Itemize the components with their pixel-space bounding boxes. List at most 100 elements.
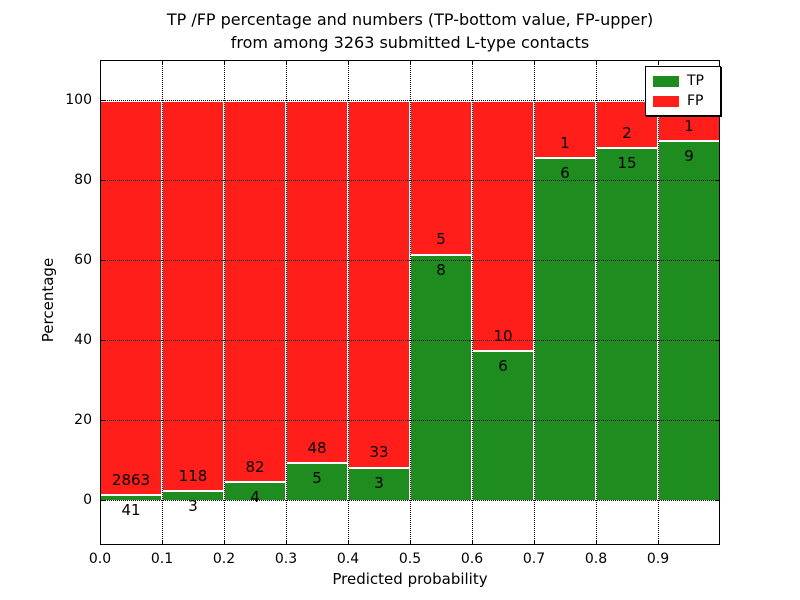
y-axis-label: Percentage <box>39 257 57 343</box>
x-tick-label: 0.4 <box>336 551 360 567</box>
gridline-horizontal <box>100 260 720 261</box>
tp-bar-segment <box>534 157 596 500</box>
tick-mark <box>472 540 473 545</box>
fp-bar-segment <box>100 100 162 495</box>
tick-mark <box>658 60 659 65</box>
x-tick-label: 0.3 <box>274 551 298 567</box>
plot-area: 2863 41 118 3 82 4 48 5 33 3 5 8 10 6 1 6 2 15 1 9 <box>100 60 720 545</box>
tick-mark <box>534 60 535 65</box>
fp-swatch-icon <box>653 95 679 107</box>
tick-mark <box>596 60 597 65</box>
fp-count-label: 48 <box>307 438 327 457</box>
gridline-vertical <box>472 60 473 545</box>
gridline-horizontal <box>100 100 720 101</box>
y-tick-label: 60 <box>74 252 92 268</box>
tick-mark <box>162 60 163 65</box>
tick-mark <box>715 260 720 261</box>
gridline-horizontal <box>100 340 720 341</box>
legend-entry-tp: TP <box>653 74 704 88</box>
gridline-horizontal <box>100 420 720 421</box>
x-tick-label: 0.8 <box>584 551 608 567</box>
tp-count-label: 9 <box>684 147 694 165</box>
tick-mark <box>534 540 535 545</box>
legend-label-fp: FP <box>687 93 704 109</box>
tick-mark <box>286 60 287 65</box>
x-tick-label: 0.6 <box>460 551 484 567</box>
fp-count-label: 2 <box>622 123 632 142</box>
tp-bar-segment <box>348 466 410 500</box>
fp-count-label: 33 <box>369 443 389 462</box>
fp-count-label: 10 <box>493 326 513 345</box>
gridline-vertical <box>658 60 659 545</box>
tick-mark <box>100 100 105 101</box>
legend: TP FP <box>645 66 721 116</box>
tp-swatch-icon <box>653 75 679 87</box>
tick-mark <box>100 60 101 65</box>
fp-bar-segment <box>348 100 410 467</box>
tick-mark <box>100 500 105 501</box>
x-tick-label: 0.9 <box>646 551 670 567</box>
tick-mark <box>100 260 105 261</box>
fp-count-label: 5 <box>436 230 446 249</box>
tp-bar-segment <box>410 253 472 500</box>
tp-count-label: 3 <box>374 473 384 492</box>
tick-mark <box>410 60 411 65</box>
tp-bar-segment <box>286 462 348 500</box>
legend-entry-fp: FP <box>653 94 704 108</box>
y-tick-label: 100 <box>65 92 92 108</box>
chart-title-line-1: TP /FP percentage and numbers (TP-bottom… <box>166 10 654 29</box>
y-tick-label: 80 <box>74 172 92 188</box>
fp-bar-segment <box>224 100 286 482</box>
tp-count-label: 41 <box>121 501 141 520</box>
tick-mark <box>715 180 720 181</box>
chart-title-line-2: from among 3263 submitted L-type contact… <box>230 33 590 52</box>
tp-count-label: 3 <box>188 497 198 516</box>
gridline-vertical <box>348 60 349 545</box>
fp-bar-segment <box>162 100 224 491</box>
tp-count-label: 6 <box>498 357 508 375</box>
tick-mark <box>348 540 349 545</box>
gridline-vertical <box>162 60 163 545</box>
fp-count-label: 1 <box>684 116 694 135</box>
fp-bar-segment <box>286 100 348 463</box>
tick-mark <box>100 420 105 421</box>
tick-mark <box>472 60 473 65</box>
x-tick-label: 0.5 <box>398 551 422 567</box>
fp-count-label: 1 <box>560 133 570 152</box>
gridline-vertical <box>534 60 535 545</box>
gridline-vertical <box>410 60 411 545</box>
x-axis-label: Predicted probability <box>332 570 488 588</box>
tick-mark <box>224 60 225 65</box>
tp-bar-segment <box>658 140 720 500</box>
tick-mark <box>596 540 597 545</box>
fp-count-label: 82 <box>245 457 265 476</box>
tick-mark <box>100 340 105 341</box>
tick-mark <box>224 540 225 545</box>
tp-count-label: 4 <box>250 488 260 507</box>
fp-bar-segment <box>534 100 596 158</box>
fp-bar-segment <box>472 100 534 350</box>
y-tick-label: 0 <box>83 492 92 508</box>
tick-mark <box>715 500 720 501</box>
gridline-horizontal <box>100 500 720 501</box>
x-tick-label: 0.7 <box>522 551 546 567</box>
tp-count-label: 15 <box>617 154 637 173</box>
fp-count-label: 2863 <box>111 470 151 489</box>
tick-mark <box>162 540 163 545</box>
y-tick-label: 20 <box>74 412 92 428</box>
tp-count-label: 5 <box>312 469 322 488</box>
tp-count-label: 6 <box>560 164 570 183</box>
tick-mark <box>100 540 101 545</box>
tick-mark <box>348 60 349 65</box>
gridline-vertical <box>286 60 287 545</box>
gridline-vertical <box>224 60 225 545</box>
tick-mark <box>715 340 720 341</box>
x-tick-label: 0.0 <box>88 551 112 567</box>
x-tick-label: 0.2 <box>212 551 236 567</box>
legend-label-tp: TP <box>687 73 704 89</box>
y-tick-label: 40 <box>74 332 92 348</box>
tp-bar-segment <box>472 350 534 500</box>
tick-mark <box>100 180 105 181</box>
tick-mark <box>715 420 720 421</box>
